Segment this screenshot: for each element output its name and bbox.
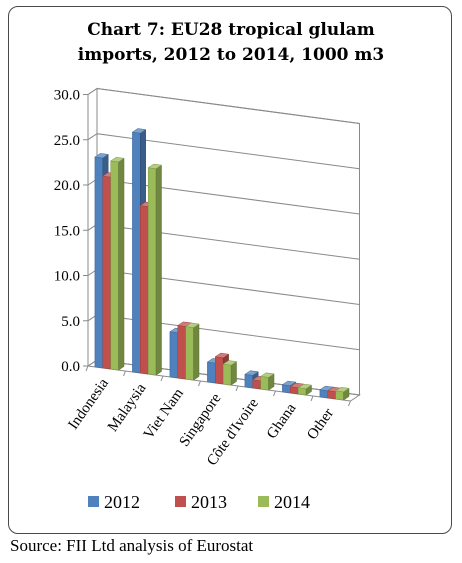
gridline bbox=[87, 87, 360, 124]
bar-front-2013-4 bbox=[252, 379, 261, 390]
bar-front-2012-4 bbox=[244, 374, 254, 389]
bar-front-2013-3 bbox=[215, 356, 224, 385]
legend-label-2013: 2013 bbox=[191, 492, 227, 512]
x-tick-mark bbox=[310, 395, 314, 402]
bar-front-2013-0 bbox=[102, 175, 111, 370]
bar-front-2012-1 bbox=[132, 131, 141, 374]
x-tick-mark bbox=[160, 375, 164, 382]
bar-side-2014-3 bbox=[230, 361, 237, 386]
bar-top-2014-5 bbox=[297, 383, 313, 389]
x-tick-mark bbox=[85, 365, 89, 372]
bar-top-2013-3 bbox=[214, 352, 230, 359]
x-category-label: Ghana bbox=[264, 400, 300, 442]
bar-side-2014-2 bbox=[193, 323, 200, 381]
bar-front-2014-6 bbox=[335, 390, 344, 401]
bar-front-2014-0 bbox=[110, 160, 119, 371]
bar-top-2012-0 bbox=[94, 153, 109, 159]
bar-front-2014-5 bbox=[297, 387, 307, 396]
bar-front-2014-1 bbox=[147, 167, 157, 376]
y-tick-label: 5.0 bbox=[61, 314, 80, 330]
bar-front-2014-2 bbox=[185, 326, 194, 381]
chart-title: Chart 7: EU28 tropical glulam imports, 2… bbox=[77, 20, 385, 65]
bar-top-2014-0 bbox=[110, 157, 125, 163]
y-tick-label: 15.0 bbox=[54, 223, 80, 239]
x-tick-mark bbox=[348, 400, 351, 407]
gridline bbox=[87, 133, 360, 170]
bar-front-2012-6 bbox=[319, 389, 329, 399]
bar-top-2014-3 bbox=[222, 360, 238, 366]
legend-label-2012: 2012 bbox=[104, 492, 140, 512]
legend-swatch-2012 bbox=[88, 496, 99, 507]
bar-front-2012-2 bbox=[169, 331, 179, 379]
bar-top-2012-1 bbox=[131, 128, 147, 134]
source-note: Source: FII Ltd analysis of Eurostat bbox=[10, 536, 254, 555]
bar-front-2012-0 bbox=[94, 156, 104, 369]
bar-front-2012-5 bbox=[282, 384, 291, 394]
legend-swatch-2013 bbox=[175, 496, 186, 507]
x-category-label: Malaysia bbox=[105, 380, 150, 434]
y-tick-label: 30.0 bbox=[54, 88, 80, 104]
bar-top-2012-5 bbox=[281, 380, 297, 386]
y-tick-label: 10.0 bbox=[54, 269, 80, 285]
x-tick-mark bbox=[123, 370, 126, 377]
x-tick-mark bbox=[198, 380, 201, 387]
bar-front-2014-3 bbox=[222, 363, 232, 386]
legend-label-2014: 2014 bbox=[274, 492, 310, 512]
x-tick-mark bbox=[235, 385, 239, 392]
bar-front-2013-6 bbox=[327, 390, 336, 400]
bar-side-2014-1 bbox=[155, 164, 162, 376]
y-tick-label: 25.0 bbox=[54, 133, 80, 149]
x-category-label: Other bbox=[304, 406, 337, 443]
bar-top-2014-4 bbox=[260, 372, 275, 378]
y-tick-label: 0.0 bbox=[61, 359, 80, 375]
legend-swatch-2014 bbox=[258, 496, 269, 507]
bar-front-2013-1 bbox=[140, 205, 149, 375]
bar-front-2013-2 bbox=[177, 325, 186, 380]
bar-front-2014-4 bbox=[260, 376, 269, 391]
bar-top-2012-4 bbox=[244, 370, 259, 376]
bar-side-2014-0 bbox=[118, 157, 125, 371]
y-tick-label: 20.0 bbox=[54, 178, 80, 194]
bar-top-2014-6 bbox=[335, 387, 350, 393]
bar-front-2012-3 bbox=[207, 361, 216, 384]
x-tick-mark bbox=[273, 390, 276, 397]
bar-top-2014-2 bbox=[185, 322, 200, 328]
bar-top-2014-1 bbox=[147, 163, 163, 169]
